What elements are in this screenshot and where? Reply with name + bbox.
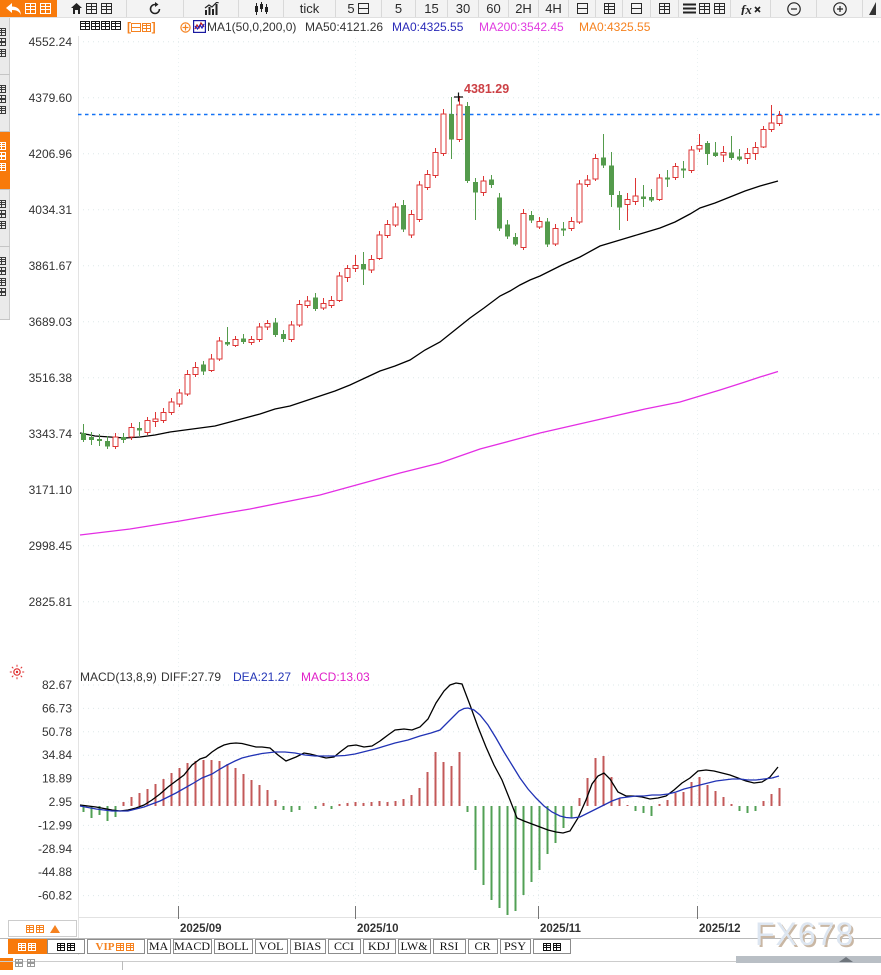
svg-text:2825.81: 2825.81 (29, 595, 73, 609)
svg-text:MACD(13,8,9): MACD(13,8,9) (80, 670, 157, 684)
svg-text:50.78: 50.78 (42, 725, 72, 739)
svg-text:3861.67: 3861.67 (29, 259, 73, 273)
svg-text:2.95: 2.95 (49, 795, 73, 809)
svg-text:18.89: 18.89 (42, 772, 72, 786)
svg-text:3689.03: 3689.03 (29, 315, 73, 329)
svg-text:4381.29: 4381.29 (464, 82, 509, 96)
svg-text:-28.94: -28.94 (38, 842, 72, 856)
svg-text:MACD:13.03: MACD:13.03 (301, 670, 370, 684)
svg-text:4034.31: 4034.31 (29, 203, 73, 217)
svg-text:DEA:21.27: DEA:21.27 (233, 670, 291, 684)
svg-text:4206.96: 4206.96 (29, 147, 73, 161)
svg-text:DIFF:27.79: DIFF:27.79 (161, 670, 221, 684)
svg-text:34.84: 34.84 (42, 748, 72, 762)
svg-text:fx: fx (741, 3, 752, 15)
svg-text:FX678: FX678 (755, 916, 854, 952)
svg-text:-12.99: -12.99 (38, 818, 72, 832)
svg-text:-44.88: -44.88 (38, 865, 72, 879)
svg-text:2025/11: 2025/11 (540, 923, 582, 935)
svg-text:FX678: FX678 (757, 918, 856, 954)
svg-text:2025/10: 2025/10 (357, 923, 399, 935)
svg-text:3516.38: 3516.38 (29, 371, 73, 385)
svg-text:4552.24: 4552.24 (29, 35, 73, 49)
svg-text:3171.10: 3171.10 (29, 483, 73, 497)
svg-text:2025/12: 2025/12 (699, 923, 741, 935)
svg-text:82.67: 82.67 (42, 678, 72, 692)
svg-text:2025/09: 2025/09 (180, 923, 222, 935)
svg-text:3343.74: 3343.74 (29, 427, 73, 441)
svg-text:66.73: 66.73 (42, 701, 72, 715)
svg-text:2998.45: 2998.45 (29, 539, 73, 553)
svg-text:-60.82: -60.82 (38, 889, 72, 903)
svg-text:4379.60: 4379.60 (29, 91, 73, 105)
